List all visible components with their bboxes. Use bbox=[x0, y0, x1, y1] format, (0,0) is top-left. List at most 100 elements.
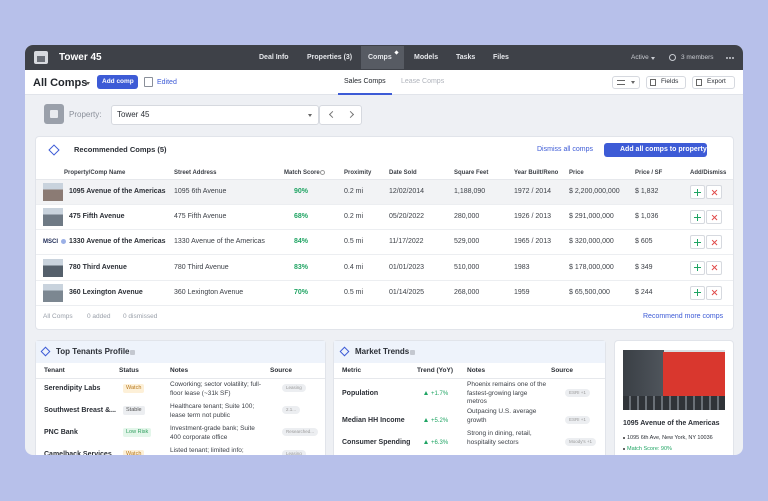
menu-dot[interactable] bbox=[729, 57, 731, 59]
comp-cell: 268,000 bbox=[454, 288, 480, 296]
column-header: Square Feet bbox=[454, 170, 489, 176]
comp-cell: $ 244 bbox=[635, 288, 653, 296]
column-header: Proximity bbox=[344, 170, 372, 176]
card-bullet bbox=[623, 437, 625, 439]
source-badge: ESRI +1 bbox=[565, 389, 590, 397]
nav-item[interactable]: Tasks bbox=[456, 54, 476, 61]
comp-cell: 70% bbox=[294, 288, 309, 296]
tenant-name: Serendipity Labs bbox=[44, 385, 101, 392]
nav-item[interactable]: Comps bbox=[368, 54, 392, 61]
market-info bbox=[410, 350, 415, 355]
comp-cell: 01/01/2023 bbox=[389, 263, 425, 271]
property-select[interactable] bbox=[111, 105, 319, 125]
comp-name: 475 Fifth Avenue bbox=[69, 213, 125, 221]
comp-cell: $ 65,500,000 bbox=[569, 288, 610, 296]
comp-name: 1095 Avenue of the Americas bbox=[69, 188, 166, 195]
source-badge: ESRI +1 bbox=[565, 416, 590, 424]
tab-sales[interactable]: Sales Comps bbox=[344, 78, 386, 85]
nav-item[interactable]: Deal Info bbox=[259, 54, 289, 61]
nav-item[interactable]: Files bbox=[493, 54, 509, 61]
add-all-button[interactable] bbox=[604, 143, 707, 157]
card-name: 1095 Avenue of the Americas bbox=[623, 420, 720, 427]
status-select[interactable]: Active bbox=[631, 54, 649, 61]
comp-cell: 90% bbox=[294, 188, 309, 195]
metric-name: Consumer Spending bbox=[342, 439, 411, 446]
caret-icon bbox=[308, 114, 312, 117]
deal-title: Tower 45 bbox=[59, 52, 102, 63]
comp-name: 1330 Avenue of the Americas bbox=[69, 238, 166, 246]
comp-thumbnail bbox=[43, 283, 63, 302]
members-count[interactable]: 3 members bbox=[681, 54, 714, 61]
tenant-notes: Healthcare tenant; Suite 100; lease term… bbox=[170, 403, 255, 419]
comp-cell: $ 178,000,000 bbox=[569, 263, 614, 271]
comp-cell: 280,000 bbox=[454, 213, 480, 221]
column-header: Price bbox=[569, 170, 584, 176]
plus-v bbox=[697, 238, 699, 246]
comp-cell: 12/02/2014 bbox=[389, 188, 425, 195]
logo-mark bbox=[37, 56, 45, 62]
list-view-button[interactable] bbox=[612, 76, 640, 89]
export-label[interactable]: Export bbox=[707, 78, 726, 85]
dismiss-all[interactable]: Dismiss all comps bbox=[537, 146, 594, 153]
comp-cell: 1972 / 2014 bbox=[514, 188, 551, 195]
tab-underline bbox=[338, 93, 392, 95]
source-badge: Leasing bbox=[282, 450, 306, 455]
row-line bbox=[36, 204, 733, 205]
property-label: Property: bbox=[69, 110, 102, 119]
comp-thumbnail bbox=[43, 183, 63, 201]
column-header: Notes bbox=[170, 367, 189, 374]
nav-item[interactable]: Properties (3) bbox=[307, 54, 353, 61]
comp-cell: 360 Lexington Avenue bbox=[174, 288, 244, 296]
nav-item[interactable]: Models bbox=[414, 54, 439, 61]
market-header-line bbox=[334, 378, 605, 379]
comp-cell: 1983 bbox=[514, 263, 530, 271]
column-header: Price / SF bbox=[635, 170, 663, 176]
logo-dot bbox=[61, 239, 66, 245]
comp-cell: 510,000 bbox=[454, 263, 480, 271]
market-notes: Outpacing U.S. average growth bbox=[467, 408, 537, 424]
menu-dot[interactable] bbox=[726, 57, 728, 59]
row-line bbox=[36, 279, 733, 281]
market-notes: Strong in dining, retail, hospitality se… bbox=[467, 430, 532, 446]
comp-cell: 0.5 mi bbox=[344, 238, 364, 246]
status-badge: Stable bbox=[123, 406, 145, 415]
info-icon bbox=[320, 170, 325, 175]
source-badge: Moody's +1 bbox=[565, 438, 596, 446]
comp-cell: $ 605 bbox=[635, 238, 653, 246]
comp-cell: 01/14/2025 bbox=[389, 288, 425, 296]
fields-button[interactable] bbox=[646, 76, 686, 89]
comp-cell: $ 291,000,000 bbox=[569, 213, 614, 221]
status-badge: Low Risk bbox=[123, 428, 152, 437]
plus-v bbox=[697, 213, 699, 221]
property-value[interactable]: Tower 45 bbox=[117, 110, 150, 119]
column-header: Year Built/Reno bbox=[514, 170, 559, 176]
app-content: Tower 45 Deal Info Properties (3) Comps Mode… bbox=[25, 45, 743, 455]
export-button[interactable] bbox=[692, 76, 735, 89]
tenant-notes: Listed tenant; limited info; bbox=[170, 447, 244, 454]
comp-cell: 1330 Avenue of the Americas bbox=[174, 238, 265, 246]
tab-lease[interactable]: Lease Comps bbox=[401, 78, 445, 85]
metric-name: Median HH Income bbox=[342, 417, 405, 424]
row-line bbox=[36, 304, 733, 306]
column-header: Street Address bbox=[174, 170, 217, 176]
trend-value: +1.7% bbox=[431, 391, 449, 397]
row-line bbox=[36, 254, 733, 256]
source-badge: Leasing bbox=[282, 384, 306, 392]
comp-name: 360 Lexington Avenue bbox=[69, 288, 143, 296]
add-comp-label[interactable]: Add comp bbox=[102, 78, 134, 85]
add-all-label[interactable]: Add all comps to property bbox=[620, 146, 707, 153]
tenant-notes: Coworking; sector volatility; full-floor… bbox=[170, 381, 262, 397]
trend-value: +6.3% bbox=[431, 440, 449, 446]
menu-dot[interactable] bbox=[732, 57, 734, 59]
market-header bbox=[334, 341, 605, 363]
recommend-more[interactable]: Recommend more comps bbox=[643, 313, 724, 320]
comp-cell: 1,188,090 bbox=[454, 188, 486, 195]
add-comp-button[interactable] bbox=[97, 75, 138, 89]
fields-label[interactable]: Fields bbox=[661, 78, 679, 85]
card-bullet bbox=[623, 448, 625, 450]
tenants-info bbox=[130, 350, 135, 355]
list-icon bbox=[617, 80, 625, 85]
prev-next[interactable] bbox=[319, 105, 362, 125]
comp-cell: $ 1,832 bbox=[635, 188, 659, 195]
